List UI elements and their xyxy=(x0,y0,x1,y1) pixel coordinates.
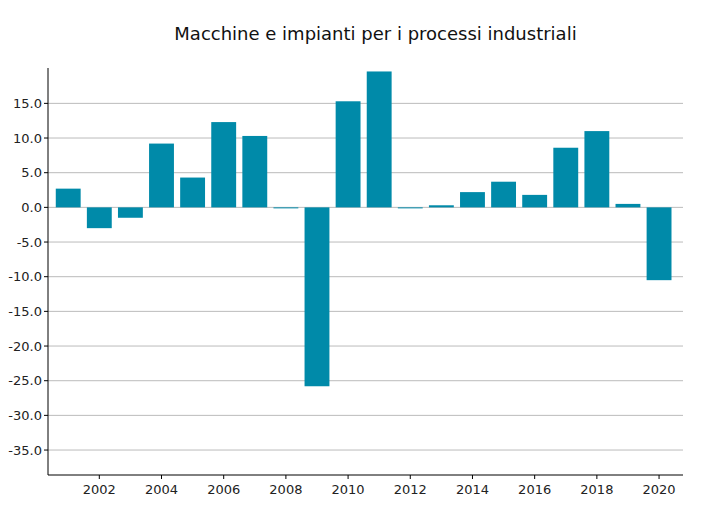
x-tick-label: 2020 xyxy=(643,482,676,497)
x-tick xyxy=(596,475,597,479)
x-tick-label: 2002 xyxy=(83,482,116,497)
x-tick-label: 2010 xyxy=(332,482,365,497)
x-axis xyxy=(48,475,683,476)
y-tick-label: -20.0 xyxy=(8,339,42,354)
grid-line xyxy=(48,450,683,451)
x-tick xyxy=(534,475,535,479)
x-tick xyxy=(161,475,162,479)
x-tick xyxy=(99,475,100,479)
y-tick xyxy=(44,172,48,173)
y-tick-label: 0.0 xyxy=(21,200,42,215)
x-tick-label: 2004 xyxy=(145,482,178,497)
bar xyxy=(305,207,330,386)
y-tick xyxy=(44,103,48,104)
x-tick-label: 2016 xyxy=(518,482,551,497)
grid-line xyxy=(48,346,683,347)
y-tick-label: -30.0 xyxy=(8,408,42,423)
y-tick-label: 10.0 xyxy=(13,131,42,146)
bar xyxy=(398,207,423,208)
grid-line xyxy=(48,103,683,104)
bar xyxy=(149,144,174,208)
y-tick xyxy=(44,380,48,381)
bar xyxy=(429,205,454,207)
x-tick xyxy=(659,475,660,479)
y-tick-label: -35.0 xyxy=(8,443,42,458)
x-tick xyxy=(223,475,224,479)
y-tick-label: -5.0 xyxy=(17,235,42,250)
y-tick-label: -10.0 xyxy=(8,269,42,284)
y-tick-label: 5.0 xyxy=(21,165,42,180)
y-tick xyxy=(44,138,48,139)
y-tick xyxy=(44,346,48,347)
bar xyxy=(336,101,361,207)
y-tick xyxy=(44,450,48,451)
title: Macchine e impianti per i processi indus… xyxy=(174,23,576,44)
x-tick-label: 2014 xyxy=(456,482,489,497)
x-tick-label: 2008 xyxy=(269,482,302,497)
grid-line xyxy=(48,242,683,243)
bar xyxy=(56,189,81,208)
x-tick-label: 2006 xyxy=(207,482,240,497)
y-tick-label: 15.0 xyxy=(13,96,42,111)
y-tick xyxy=(44,311,48,312)
bar xyxy=(553,148,578,208)
bar xyxy=(118,207,143,217)
x-tick xyxy=(285,475,286,479)
y-tick xyxy=(44,415,48,416)
y-tick xyxy=(44,207,48,208)
x-tick xyxy=(410,475,411,479)
bar xyxy=(491,182,516,208)
x-tick xyxy=(472,475,473,479)
bar xyxy=(460,192,485,207)
bar xyxy=(211,122,236,207)
bar xyxy=(87,207,112,228)
bar xyxy=(242,136,267,207)
bars xyxy=(56,71,672,386)
bar xyxy=(616,204,641,207)
y-tick-label: -25.0 xyxy=(8,373,42,388)
bar xyxy=(273,207,298,208)
chart-container: Macchine e impianti per i processi indus… xyxy=(0,0,703,506)
bar xyxy=(584,131,609,207)
x-tick-label: 2012 xyxy=(394,482,427,497)
grid-line xyxy=(48,276,683,277)
grid-line xyxy=(48,311,683,312)
x-tick-label: 2018 xyxy=(580,482,613,497)
y-tick xyxy=(44,242,48,243)
y-tick-label: -15.0 xyxy=(8,304,42,319)
chart-svg: Macchine e impianti per i processi indus… xyxy=(0,0,703,506)
x-tick xyxy=(348,475,349,479)
grid-line xyxy=(48,380,683,381)
y-axis xyxy=(48,68,49,475)
bar xyxy=(522,195,547,207)
y-tick xyxy=(44,276,48,277)
grid-line xyxy=(48,415,683,416)
bar xyxy=(180,178,205,208)
bar xyxy=(367,71,392,207)
bar xyxy=(647,207,672,280)
